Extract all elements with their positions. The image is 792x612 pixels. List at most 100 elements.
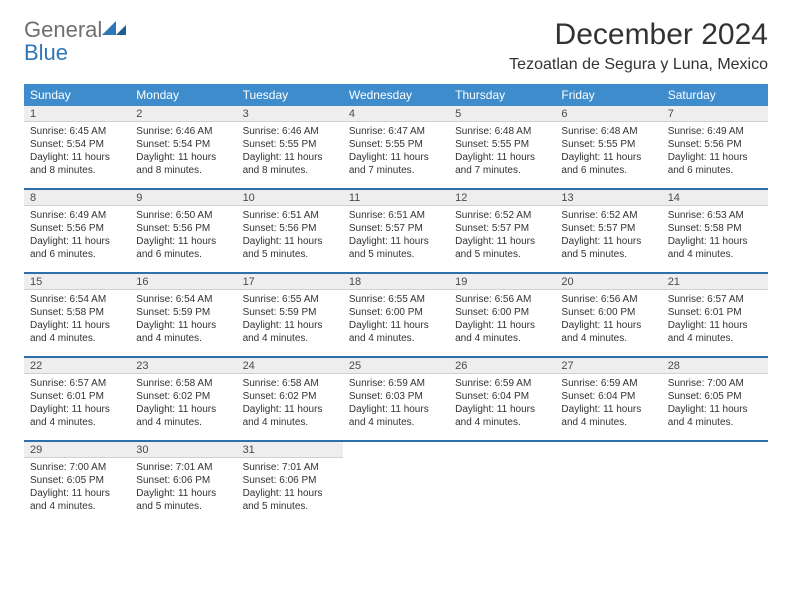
dow-monday: Monday [130,84,236,106]
day-body-cell: Sunrise: 6:48 AMSunset: 5:55 PMDaylight:… [449,122,555,188]
sunset-line: Sunset: 6:06 PM [243,474,337,487]
daylight-line: Daylight: 11 hours and 5 minutes. [243,487,337,513]
daynum-row: 22232425262728 [24,358,768,374]
daylight-line: Daylight: 11 hours and 4 minutes. [668,235,762,261]
day-number-cell: 6 [555,106,661,122]
sunset-line: Sunset: 6:00 PM [349,306,443,319]
sunrise-line: Sunrise: 6:57 AM [668,293,762,306]
day-number-cell: 11 [343,190,449,206]
sunrise-line: Sunrise: 6:57 AM [30,377,124,390]
dow-tuesday: Tuesday [237,84,343,106]
sunset-line: Sunset: 6:03 PM [349,390,443,403]
daylight-line: Daylight: 11 hours and 4 minutes. [349,403,443,429]
day-number-cell: 3 [237,106,343,122]
sunrise-line: Sunrise: 6:50 AM [136,209,230,222]
daynum-row: 293031 [24,442,768,458]
day-number-cell: 14 [662,190,768,206]
day-body-cell: Sunrise: 6:58 AMSunset: 6:02 PMDaylight:… [130,374,236,440]
daylight-line: Daylight: 11 hours and 4 minutes. [136,403,230,429]
month-title: December 2024 [509,18,768,52]
day-number-cell [449,442,555,458]
sunset-line: Sunset: 5:55 PM [455,138,549,151]
daylight-line: Daylight: 11 hours and 4 minutes. [30,403,124,429]
day-body-row: Sunrise: 6:49 AMSunset: 5:56 PMDaylight:… [24,206,768,272]
daynum-row: 1234567 [24,106,768,122]
sunset-line: Sunset: 6:05 PM [668,390,762,403]
day-number-cell: 7 [662,106,768,122]
daylight-line: Daylight: 11 hours and 4 minutes. [243,403,337,429]
day-body-cell: Sunrise: 6:45 AMSunset: 5:54 PMDaylight:… [24,122,130,188]
day-body-cell: Sunrise: 7:01 AMSunset: 6:06 PMDaylight:… [130,458,236,524]
sunrise-line: Sunrise: 6:46 AM [136,125,230,138]
sunrise-line: Sunrise: 6:56 AM [455,293,549,306]
day-body-cell: Sunrise: 7:01 AMSunset: 6:06 PMDaylight:… [237,458,343,524]
daylight-line: Daylight: 11 hours and 7 minutes. [455,151,549,177]
daylight-line: Daylight: 11 hours and 8 minutes. [30,151,124,177]
day-body-cell: Sunrise: 6:55 AMSunset: 6:00 PMDaylight:… [343,290,449,356]
sunset-line: Sunset: 6:02 PM [136,390,230,403]
day-body-cell: Sunrise: 6:58 AMSunset: 6:02 PMDaylight:… [237,374,343,440]
calendar-table: Sunday Monday Tuesday Wednesday Thursday… [24,84,768,524]
day-body-cell: Sunrise: 6:52 AMSunset: 5:57 PMDaylight:… [449,206,555,272]
sunset-line: Sunset: 5:55 PM [561,138,655,151]
sunrise-line: Sunrise: 6:51 AM [349,209,443,222]
daylight-line: Daylight: 11 hours and 5 minutes. [136,487,230,513]
sunset-line: Sunset: 5:55 PM [243,138,337,151]
day-body-cell: Sunrise: 6:56 AMSunset: 6:00 PMDaylight:… [449,290,555,356]
day-number-cell: 31 [237,442,343,458]
day-body-cell: Sunrise: 6:54 AMSunset: 5:59 PMDaylight:… [130,290,236,356]
sunrise-line: Sunrise: 7:01 AM [136,461,230,474]
day-body-cell: Sunrise: 6:59 AMSunset: 6:03 PMDaylight:… [343,374,449,440]
sunset-line: Sunset: 6:04 PM [561,390,655,403]
sunset-line: Sunset: 6:01 PM [30,390,124,403]
day-body-cell: Sunrise: 6:49 AMSunset: 5:56 PMDaylight:… [24,206,130,272]
sunrise-line: Sunrise: 6:48 AM [455,125,549,138]
sunrise-line: Sunrise: 6:49 AM [668,125,762,138]
day-body-cell: Sunrise: 7:00 AMSunset: 6:05 PMDaylight:… [662,374,768,440]
day-number-cell: 16 [130,274,236,290]
day-body-cell: Sunrise: 6:57 AMSunset: 6:01 PMDaylight:… [24,374,130,440]
sunrise-line: Sunrise: 6:59 AM [349,377,443,390]
daylight-line: Daylight: 11 hours and 4 minutes. [136,319,230,345]
sunrise-line: Sunrise: 6:59 AM [455,377,549,390]
day-body-cell: Sunrise: 7:00 AMSunset: 6:05 PMDaylight:… [24,458,130,524]
day-body-cell: Sunrise: 6:51 AMSunset: 5:57 PMDaylight:… [343,206,449,272]
daylight-line: Daylight: 11 hours and 4 minutes. [455,403,549,429]
day-body-cell [449,458,555,524]
day-number-cell: 27 [555,358,661,374]
sunrise-line: Sunrise: 6:46 AM [243,125,337,138]
sunset-line: Sunset: 5:57 PM [561,222,655,235]
day-body-cell: Sunrise: 6:53 AMSunset: 5:58 PMDaylight:… [662,206,768,272]
sunrise-line: Sunrise: 6:52 AM [455,209,549,222]
sunrise-line: Sunrise: 6:56 AM [561,293,655,306]
sunset-line: Sunset: 6:06 PM [136,474,230,487]
day-number-cell: 18 [343,274,449,290]
sunset-line: Sunset: 6:00 PM [455,306,549,319]
day-number-cell: 26 [449,358,555,374]
day-number-cell: 5 [449,106,555,122]
day-body-cell [343,458,449,524]
daylight-line: Daylight: 11 hours and 6 minutes. [30,235,124,261]
logo-word-2: Blue [24,40,68,65]
day-body-cell: Sunrise: 6:50 AMSunset: 5:56 PMDaylight:… [130,206,236,272]
sunrise-line: Sunrise: 6:48 AM [561,125,655,138]
dow-saturday: Saturday [662,84,768,106]
daylight-line: Daylight: 11 hours and 5 minutes. [455,235,549,261]
logo-mark-icon [102,19,128,37]
day-number-cell: 29 [24,442,130,458]
daynum-row: 891011121314 [24,190,768,206]
calendar-body: 1234567Sunrise: 6:45 AMSunset: 5:54 PMDa… [24,106,768,524]
day-number-cell: 4 [343,106,449,122]
sunset-line: Sunset: 5:58 PM [668,222,762,235]
daylight-line: Daylight: 11 hours and 4 minutes. [668,403,762,429]
location-text: Tezoatlan de Segura y Luna, Mexico [509,56,768,74]
daylight-line: Daylight: 11 hours and 4 minutes. [668,319,762,345]
sunrise-line: Sunrise: 6:47 AM [349,125,443,138]
day-number-cell: 30 [130,442,236,458]
day-number-cell [343,442,449,458]
day-body-cell: Sunrise: 6:49 AMSunset: 5:56 PMDaylight:… [662,122,768,188]
logo-word-1: General [24,17,102,42]
daylight-line: Daylight: 11 hours and 5 minutes. [561,235,655,261]
sunset-line: Sunset: 6:01 PM [668,306,762,319]
daylight-line: Daylight: 11 hours and 8 minutes. [243,151,337,177]
